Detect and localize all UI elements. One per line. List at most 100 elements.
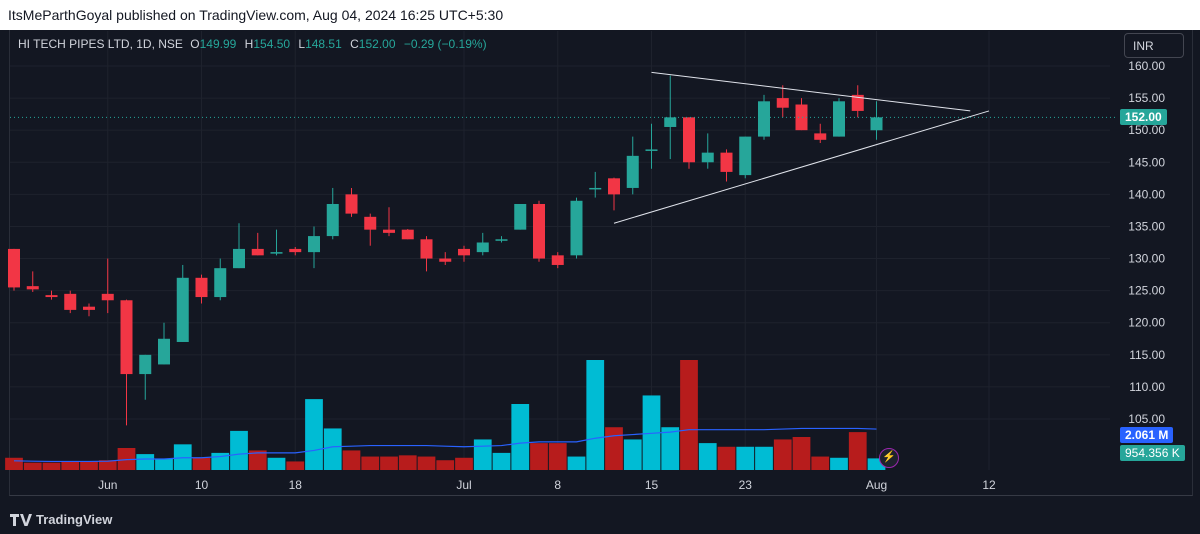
close-value: 152.00 [358,37,396,51]
volume-bar [567,456,586,470]
footer [0,496,1200,534]
candle-body [364,216,377,230]
candle-body [608,178,620,195]
y-tick-label: 130.00 [1128,252,1165,266]
y-tick-label: 150.00 [1128,123,1165,137]
tradingview-logo-text: TradingView [36,512,113,527]
volume-bar [511,404,530,470]
volume-bar [848,432,867,470]
volume-bar [811,456,830,470]
candle-body [158,338,170,365]
candle-body [851,94,864,111]
volume-bar [80,461,98,470]
volume-bar [548,443,567,470]
y-tick-label: 125.00 [1128,284,1165,298]
volume-bar [342,450,361,470]
candle-body [795,104,808,131]
volume-bar [586,360,605,470]
candle-body [533,203,545,259]
volume-bar [117,448,136,470]
candle-body [83,306,95,310]
symbol-name: HI TECH PIPES LTD, 1D, NSE [18,37,183,51]
candle-body [739,136,752,176]
trendline-lower [613,110,990,224]
tradingview-logo[interactable]: TradingView [10,512,112,527]
volume-bar [248,450,267,470]
volume-bar [155,459,173,470]
volume-bar [286,461,305,470]
candle-body [308,236,320,253]
volume-ma-tag: 2.061 M [1120,427,1174,443]
volume-bar [23,462,42,470]
low-label: L [298,37,306,51]
volume-bar [642,395,661,470]
x-tick-label: 23 [739,478,753,492]
candle-body [176,277,189,342]
symbol-legend: HI TECH PIPES LTD, 1D, NSE O149.99 H154.… [18,37,492,51]
x-tick-label: 18 [289,478,303,492]
trendline-upper [651,71,971,112]
candle-body [683,117,695,163]
x-tick-label: 12 [982,478,996,492]
candle-body [45,295,58,298]
volume-bar [623,439,642,470]
volume-bar [605,427,623,470]
volume-bar [98,460,117,470]
tradingview-logo-icon [10,513,32,526]
volume-bar [455,457,473,470]
y-tick-label: 155.00 [1128,91,1165,105]
volume-bar [473,439,492,470]
change-value: −0.29 (−0.19%) [403,37,487,51]
candle-body [64,293,77,310]
candle-body [420,239,433,259]
y-tick-label: 160.00 [1128,59,1165,73]
candle-body [833,101,845,137]
volume-ma-line [13,427,877,463]
candle-body [214,268,227,298]
candle-body [439,258,452,262]
volume-bar [173,444,192,470]
volume-bar [436,460,455,470]
candle-body [8,248,20,288]
volume-bar [717,446,736,470]
candle-body [383,229,395,233]
volume-bar [698,443,717,470]
candle-body [720,152,733,172]
close-label: C [350,37,359,51]
candle-body [26,286,39,290]
volume-tag: 954.356 K [1120,445,1185,461]
y-tick-label: 105.00 [1128,412,1165,426]
candle-body [870,117,883,131]
volume-bar [305,399,323,470]
candle-body [233,248,245,269]
candle-body [458,248,470,256]
candle-body [326,203,339,237]
y-tick-label: 145.00 [1128,155,1165,169]
volume-bar [755,446,773,470]
y-tick-label: 140.00 [1128,187,1165,201]
last-price-tag: 152.00 [1120,109,1167,125]
candle-body [345,194,358,214]
candle-body [195,277,208,298]
volume-bar [830,457,848,470]
y-tick-label: 120.00 [1128,316,1165,330]
volume-bar [661,427,680,470]
volume-bar [42,462,61,470]
publisher-bar: ItsMeParthGoyal published on TradingView… [0,0,1200,30]
x-tick-label: Jun [98,478,117,492]
volume-bar [267,457,286,470]
volume-bar [136,454,155,470]
volume-bar [230,430,248,470]
lightning-icon[interactable]: ⚡ [879,448,899,468]
volume-bar [398,455,417,470]
candle-body [270,252,283,254]
candle-body [551,255,564,265]
volume-bar [867,458,886,470]
candle-body [758,101,770,137]
candle-body [120,300,133,375]
x-tick-label: Jul [456,478,471,492]
currency-selector[interactable]: INR [1124,33,1184,58]
candle-body [626,155,639,188]
candle-body [814,133,827,140]
